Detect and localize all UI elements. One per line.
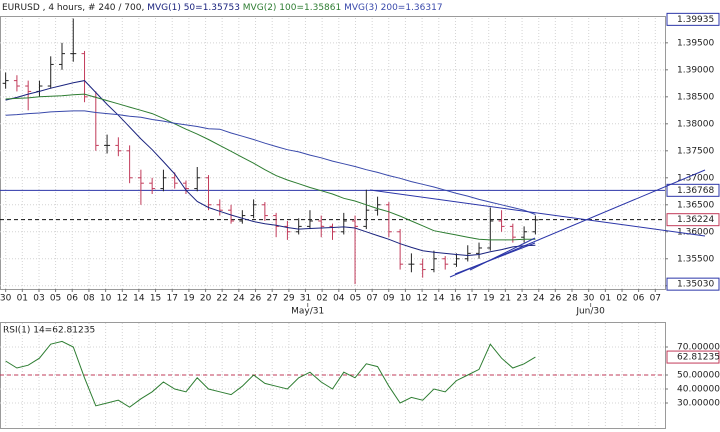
month-label: May/31: [291, 307, 324, 317]
x-tick-label: 07: [366, 294, 377, 304]
legend-entry: MVG(3) 200=1.36317: [344, 3, 442, 13]
price-label: 1.36768: [677, 186, 714, 196]
x-tick-label: 10: [100, 294, 112, 304]
legend-entry: MVG(2) 100=1.35861: [243, 3, 341, 13]
x-tick-label: 07: [650, 294, 661, 304]
x-tick-label: 27: [266, 294, 277, 304]
y-tick-label: 1.36000: [677, 227, 714, 237]
plot: 30 01 03 05 06 08 10 12 14 15 17 19 20 22 24 26 27 29 31 02…: [0, 12, 720, 427]
y-tick-label: 1.39500: [677, 38, 714, 48]
rsi-line: [5, 340, 536, 408]
x-tick-label: 22: [216, 294, 227, 304]
x-tick-label: 26: [550, 294, 562, 304]
y-tick-label: 40.00000: [677, 385, 720, 395]
legend-entry: MVG(1) 50=1.35753: [147, 3, 240, 13]
y-tick-label: 1.37000: [677, 173, 714, 183]
y-tick-label: 1.38500: [677, 92, 714, 102]
value-box: [666, 350, 720, 364]
x-tick-label: 30: [0, 294, 12, 304]
x-tick-label: 03: [33, 294, 44, 304]
x-tick-label: 02: [616, 294, 627, 304]
price-label-box: [666, 213, 720, 227]
price-label: 1.35030: [677, 280, 714, 290]
x-tick-label: 04: [333, 294, 345, 304]
x-tick-label: 05: [50, 294, 61, 304]
trendline: [469, 237, 536, 271]
x-tick-label: 06: [633, 294, 645, 304]
x-tick-label: 23: [516, 294, 527, 304]
y-tick-label: 1.39000: [677, 65, 714, 75]
y-tick-label: 1.35500: [677, 254, 714, 264]
x-tick-label: 17: [466, 294, 477, 304]
header: EURUSD , 4 hours, # 240 / 700, MVG(1) 50…: [2, 3, 443, 13]
x-tick-label: 19: [483, 294, 495, 304]
price-label: 1.39935: [677, 15, 714, 25]
month-label: Jun/30: [575, 307, 605, 317]
x-tick-label: 24: [533, 294, 545, 304]
x-tick-label: 20: [200, 294, 212, 304]
x-tick-label: 21: [500, 294, 511, 304]
x-tick-label: 06: [67, 294, 79, 304]
x-tick-label: 28: [566, 294, 578, 304]
trendline: [454, 242, 536, 275]
x-tick-label: 15: [150, 294, 161, 304]
x-tick-label: 09: [383, 294, 395, 304]
x-tick-label: 14: [433, 294, 445, 304]
y-tick-label: 1.37500: [677, 146, 714, 156]
x-tick-label: 30: [583, 294, 595, 304]
x-tick-label: 01: [600, 294, 611, 304]
y-tick-label: 30.00000: [677, 399, 720, 409]
price-label-box: [666, 183, 720, 197]
moving-average: [5, 80, 536, 257]
y-tick-label: 50.00000: [677, 371, 720, 381]
x-tick-label: 05: [350, 294, 361, 304]
x-tick-label: 29: [283, 294, 295, 304]
trendlines: [369, 169, 706, 278]
x-tick-label: 14: [133, 294, 145, 304]
x-tick-label: 01: [17, 294, 28, 304]
price-panel: [0, 16, 666, 290]
value-label: 62.81235: [677, 353, 720, 363]
rsi-title: RSI(1) 14=62.81235: [3, 326, 95, 336]
y-tick-label: 1.36500: [677, 200, 714, 210]
y-tick-label: 1.38000: [677, 119, 714, 129]
x-tick-label: 26: [250, 294, 262, 304]
x-tick-label: 17: [166, 294, 177, 304]
x-tick-label: 02: [316, 294, 327, 304]
symbol-info: EURUSD , 4 hours, # 240 / 700,: [2, 3, 144, 13]
y-tick-label: 70.00000: [677, 343, 720, 353]
x-tick-label: 12: [416, 294, 427, 304]
x-tick-label: 19: [183, 294, 195, 304]
moving-average: [5, 93, 536, 241]
x-tick-label: 12: [117, 294, 128, 304]
x-tick-label: 31: [300, 294, 311, 304]
trendline: [369, 189, 706, 237]
price-label: 1.36224: [677, 215, 714, 225]
x-tick-label: 08: [83, 294, 95, 304]
x-tick-label: 10: [400, 294, 412, 304]
x-tick-label: 24: [233, 294, 245, 304]
x-tick-label: 16: [450, 294, 462, 304]
price-label-box: [666, 12, 720, 26]
moving-average: [5, 110, 536, 215]
price-label-box: [666, 277, 720, 291]
